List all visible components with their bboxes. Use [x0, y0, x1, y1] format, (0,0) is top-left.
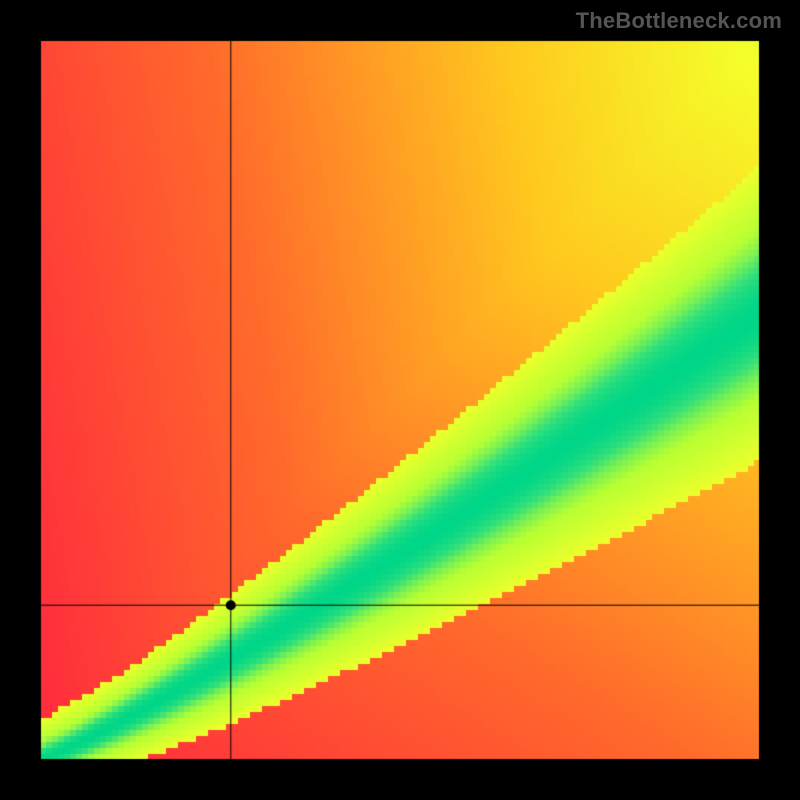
heatmap-canvas — [0, 0, 800, 800]
watermark-text: TheBottleneck.com — [576, 8, 782, 34]
chart-container: TheBottleneck.com — [0, 0, 800, 800]
